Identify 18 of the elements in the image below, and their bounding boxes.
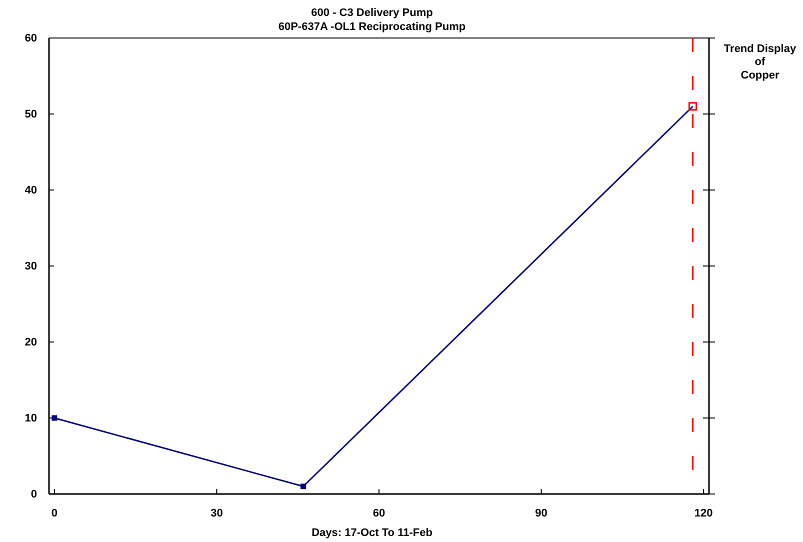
x-tick-label: 0 — [51, 507, 58, 520]
x-tick-label: 90 — [535, 507, 548, 520]
point — [52, 415, 58, 421]
y-tick-label: 20 — [24, 336, 37, 349]
y-tick-label: 50 — [24, 108, 37, 121]
x-tick-label: 120 — [694, 507, 713, 520]
y-tick-label: 30 — [24, 260, 37, 273]
y-tick-label: 60 — [24, 32, 37, 45]
chart-subtitle: 60P-637A -OL1 Reciprocating Pump — [278, 21, 466, 33]
y-tick-label: 0 — [30, 488, 37, 501]
x-tick-label: 30 — [210, 507, 223, 520]
y-tick-label: 40 — [24, 184, 37, 197]
x-axis-title: Days: 17-Oct To 11-Feb — [312, 527, 433, 539]
chart-title: 600 - C3 Delivery Pump — [311, 7, 434, 19]
x-tick-label: 60 — [372, 507, 386, 520]
y-tick-label: 10 — [24, 412, 37, 425]
point — [300, 484, 306, 490]
text: Trend Display of Copper — [724, 43, 797, 82]
